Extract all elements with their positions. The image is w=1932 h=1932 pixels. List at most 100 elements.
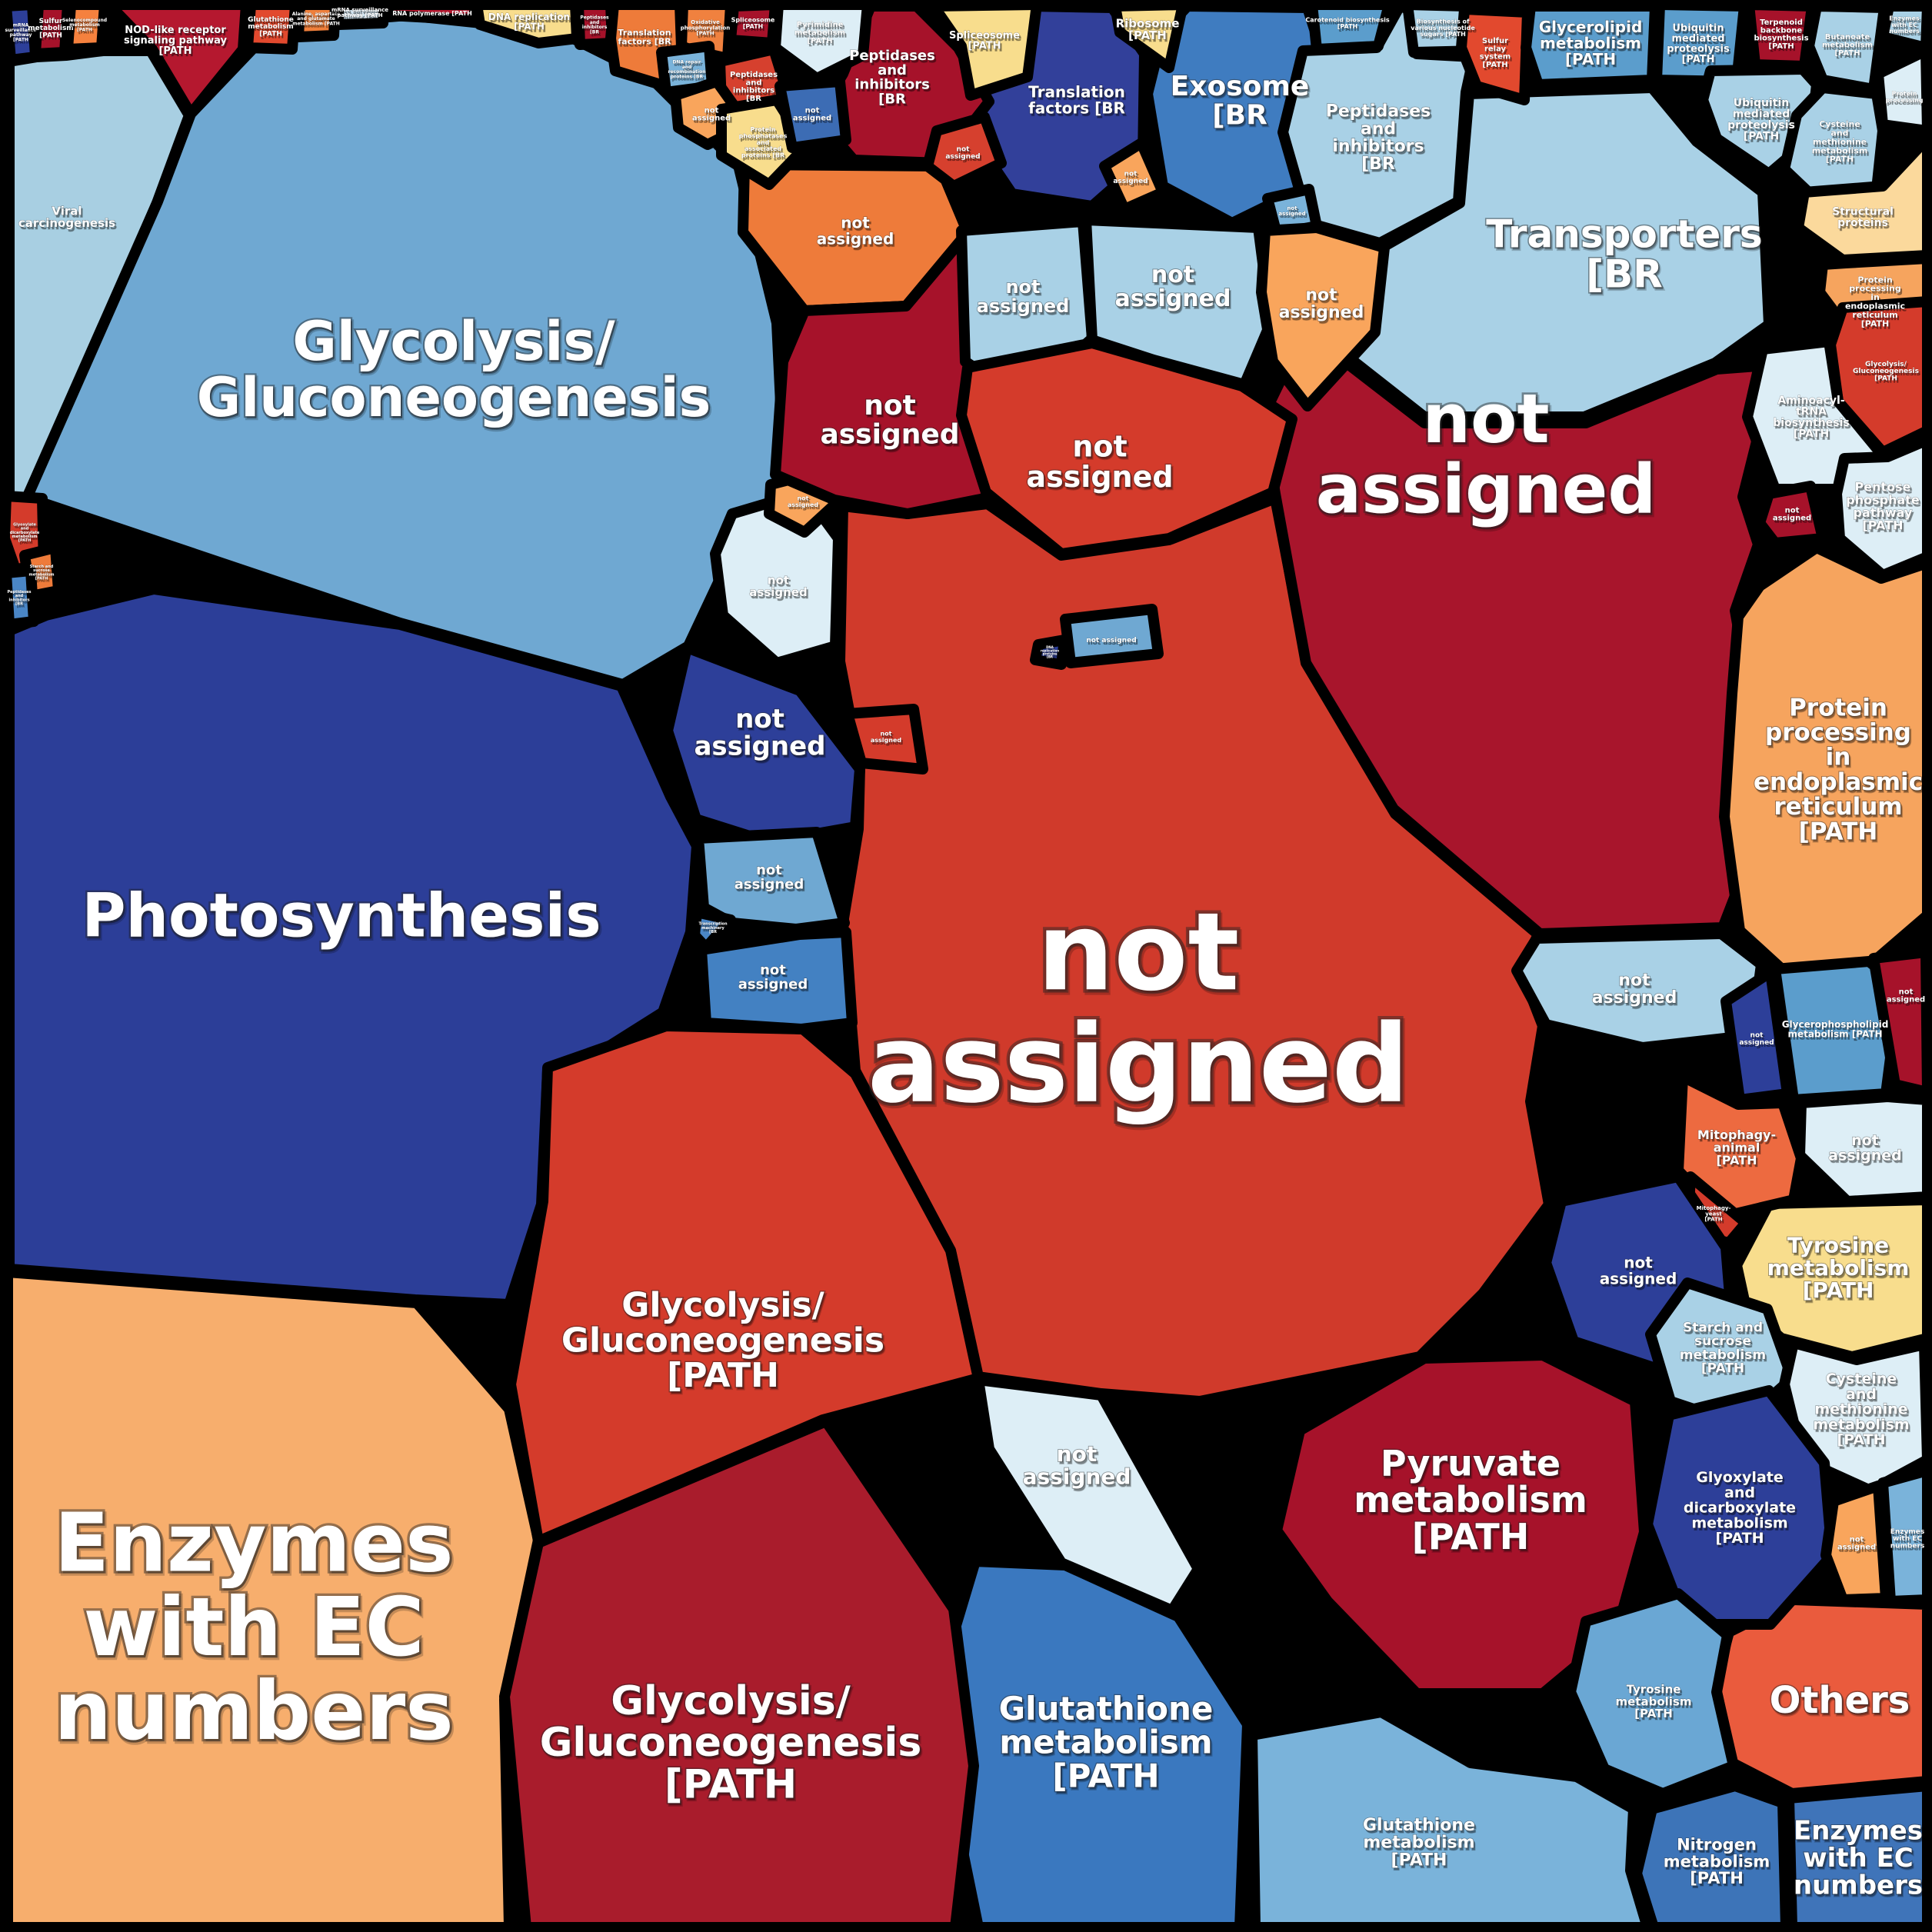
treemap-cell-label: Glycolysis/Gluconeogenesis [197, 310, 711, 429]
treemap-cell [1247, 1707, 1653, 1932]
treemap-cell [973, 1374, 1204, 1616]
treemap-cell-label: Enzymes with EC numbers [1794, 1816, 1923, 1901]
treemap-cell-label: mRNA surveillance pathway [PATH [331, 7, 388, 18]
treemap-cell-label: Enzymes with EC numbers [1890, 1528, 1925, 1551]
treemap-cell-label: Starch and sucrose metabolism [PATH [1680, 1320, 1766, 1376]
treemap-cell-label: Aminoacyl-tRNA biosynthesis [PATH [1773, 395, 1849, 441]
treemap-cell [1110, 0, 1188, 73]
treemap-cell-label: Translation factors [BR [618, 28, 671, 46]
treemap-cell [1804, 1, 1890, 95]
treemap-cell [1642, 1385, 1837, 1630]
treemap-cell-label: Protein phosphatases and associated proteins… [739, 126, 788, 158]
treemap-cell-label: Structural proteins [1832, 206, 1894, 230]
treemap-cell-label: Tyrosine metabolism [PATH [1616, 1683, 1692, 1720]
treemap-cell-label: not assigned [1773, 506, 1811, 522]
treemap-cell-label: not assigned [1115, 261, 1231, 312]
treemap-cell-label: Sulfur metabolism [PATH [28, 18, 73, 40]
treemap-cell [1456, 4, 1533, 105]
treemap-cell [770, 233, 1013, 519]
treemap-cell-label: Enzymes with EC numbers [54, 1497, 454, 1758]
treemap-cell [1, 565, 39, 630]
treemap-cell-label: Protein processing in endoplasmic reticulum[… [1754, 694, 1923, 845]
treemap-cell-label: mRNA surveillance pathway [PATH [5, 23, 37, 43]
treemap-cell [1565, 1588, 1739, 1799]
treemap-cell-label: Protein processing in endoplasmic reticulum[… [1845, 275, 1905, 328]
treemap-cell [842, 704, 928, 774]
treemap-cell-label: Peptidases and inhibitors [BR [849, 48, 935, 107]
treemap-cell-label: Peptidases and inhibitors [BR [580, 15, 609, 35]
treemap-cell-label: Starch and sucrose metabolism [PATH [29, 565, 55, 581]
treemap-cell-label: Peptidases and inhibitors [BR [730, 71, 778, 103]
treemap-cell-label: Glyoxylate and dicarboxylate metabolism [PAT… [10, 522, 40, 543]
treemap-cell-label: not assigned [749, 573, 807, 599]
treemap-cell-label: not assigned [1887, 988, 1925, 1004]
treemap-cell-label: Others [1770, 1679, 1910, 1722]
treemap-cell [1257, 335, 1784, 939]
treemap-cell-label: Pyruvate metabolism [PATH [1354, 1442, 1587, 1557]
treemap-cell-label: Transcription machinery [BR [698, 922, 727, 934]
treemap-cell-label: Alanine, aspartate and glutamate metabolis… [292, 12, 341, 26]
treemap-cell-label: not assigned [1113, 170, 1148, 185]
treemap-cell-label: Butanoate metabolism [PATH [1822, 33, 1873, 58]
treemap-cell-label: not assigned [734, 862, 804, 893]
treemap-cell [471, 0, 582, 48]
treemap-cell-label: Glycerolipid metabolism [PATH [1539, 18, 1643, 68]
treemap-cell-label: Spliceosome [PATH [731, 17, 775, 30]
treemap-cell-label: Spliceosome [PATH [949, 30, 1020, 52]
treemap-cell [1831, 435, 1932, 581]
treemap-cell-label: Selenocompound metabolism [PATH [62, 18, 107, 32]
treemap-cell-label: DNA repair and recombination proteins [BR [668, 60, 706, 80]
treemap-cell-label: not assigned [1739, 1031, 1774, 1046]
treemap-cell-label: Cysteine and methionine metabolism [PATH [1812, 119, 1868, 165]
treemap-cell-label: not assigned [977, 276, 1070, 317]
treemap-cell-label: not assigned [788, 495, 819, 508]
treemap-cell-label: Transporters [BR [1486, 212, 1762, 297]
treemap-cell-label: Nitrogen metabolism [PATH [1664, 1836, 1770, 1888]
treemap-cell-label: Glutathione metabolism [PATH [999, 1690, 1214, 1794]
treemap-cell-label: Glycolysis/Gluconeogenesis [PATH [540, 1678, 922, 1807]
treemap-cell-label: not assigned [1023, 1441, 1131, 1489]
treemap-cell [1511, 928, 1767, 1053]
treemap-cell-label: not assigned [738, 962, 808, 993]
treemap-cell-label: Mitophagy-animal [PATH [1697, 1128, 1776, 1168]
treemap-cell-label: DNA replication [PATH [488, 12, 570, 32]
treemap-cell-label: Mitophagy-yeast [PATH [1697, 1205, 1731, 1223]
treemap-cell [1868, 947, 1932, 1098]
treemap-cell-label: Carotenoid biosynthesis [PATH [1305, 17, 1389, 30]
treemap-cell-label: Glutathione metabolism [PATH [248, 16, 294, 38]
treemap-cell-label: Translation factors [BR [1028, 83, 1125, 118]
treemap-cell-label: Glutathione metabolism [PATH [1363, 1816, 1475, 1870]
treemap-cell-label: Tyrosine metabolism [PATH [1767, 1233, 1910, 1303]
treemap-cell-label: not assigned [820, 390, 959, 450]
treemap-cell [774, 76, 851, 153]
treemap-cell-label: not assigned [1837, 1535, 1876, 1551]
treemap-cell-label: not assigned [694, 704, 825, 761]
treemap-cell [1820, 1481, 1891, 1605]
treemap-cell-label: Glycerophospholipid metabolism [PATH [1782, 1019, 1889, 1039]
treemap-cell [1631, 1780, 1791, 1932]
treemap-cell-label: not assigned [1279, 285, 1364, 322]
treemap-cell-label: Peptidases and inhibitors [BR [1326, 102, 1431, 174]
treemap-cell [956, 338, 1297, 559]
treemap-cell-label: Ribosome [PATH [1116, 16, 1180, 42]
treemap-cell-label: not assigned [868, 890, 1409, 1128]
treemap-cell-label: not assigned [1278, 205, 1305, 217]
treemap-cell-label: NOD-like receptor signaling pathway [PATH [124, 25, 227, 57]
treemap-cell-label: Viral carcinogenesis [18, 204, 115, 230]
treemap-cell-label: Enzymes with EC numbers [1889, 15, 1920, 35]
treemap-cell-label: Terpenoid backbone biosynthesis [PATH [1754, 18, 1808, 51]
treemap-cell-label: Pyrimidine metabolism [PATH [794, 21, 845, 45]
treemap-cell-label: Glyoxylate and dicarboxylate metabolism [PAT… [1684, 1469, 1796, 1547]
treemap-cell-label: DNA replication proteins [BR [1041, 645, 1059, 658]
treemap-cell [505, 1021, 984, 1547]
treemap-cell [4, 584, 702, 1310]
treemap-cell-label: Cysteine and methionine metabolism [PATH [1813, 1371, 1909, 1448]
treemap-cell [1877, 1465, 1932, 1607]
treemap-cell-label: not assigned [1600, 1254, 1677, 1288]
treemap-cell [242, 0, 301, 55]
treemap-cell [1030, 635, 1070, 670]
treemap-cell [770, 0, 873, 84]
treemap-cell-label: not assigned [945, 145, 980, 160]
